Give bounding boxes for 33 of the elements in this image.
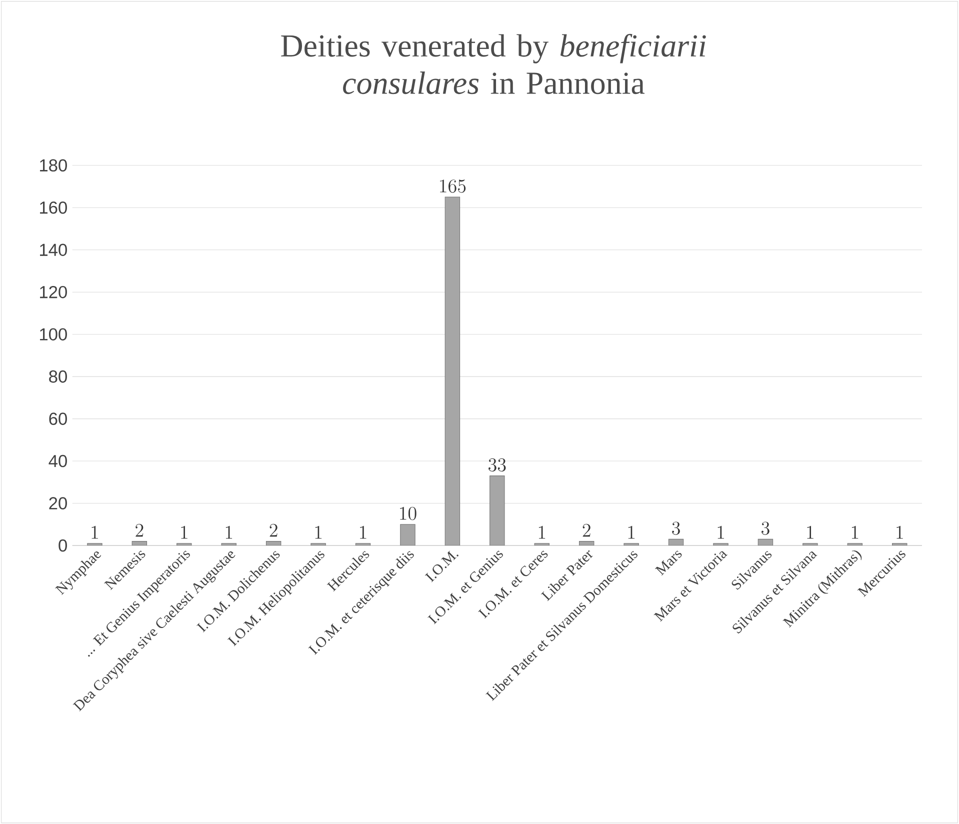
- bar: [490, 475, 505, 546]
- y-tick-label: 80: [49, 370, 67, 383]
- data-label: 1: [718, 526, 724, 539]
- y-tick-label: 60: [49, 412, 67, 425]
- data-label: 1: [852, 526, 858, 539]
- bar: [444, 196, 460, 546]
- data-label: 165: [440, 179, 466, 193]
- y-tick-label: 40: [48, 454, 67, 468]
- bar: [400, 524, 416, 546]
- data-label: 1: [896, 526, 903, 539]
- data-label: 3: [672, 522, 680, 535]
- data-label: 33: [488, 458, 506, 472]
- data-label: 1: [807, 526, 814, 539]
- data-label: 1: [92, 526, 98, 539]
- data-label: 1: [628, 526, 634, 539]
- data-label: 1: [538, 526, 546, 539]
- data-label: 1: [315, 526, 322, 539]
- y-tick-label: 120: [40, 286, 67, 298]
- y-tick-label: 180: [40, 159, 67, 172]
- data-label: 1: [360, 526, 366, 539]
- data-label: 2: [136, 524, 144, 536]
- data-label: 2: [582, 524, 590, 536]
- y-tick-label: 100: [40, 328, 67, 340]
- data-label: 1: [181, 526, 188, 539]
- data-label: 10: [400, 506, 416, 520]
- y-tick-label: 20: [49, 496, 67, 510]
- y-tick-label: 160: [40, 201, 67, 214]
- y-tick-label: 0: [58, 539, 67, 552]
- data-label: 3: [762, 522, 770, 535]
- data-label: 1: [226, 526, 232, 539]
- y-tick-label: 140: [40, 244, 67, 256]
- data-label: 2: [270, 524, 278, 536]
- chart-title: Deities venerated by beneficiarii consulares in Pannonia: [281, 34, 706, 94]
